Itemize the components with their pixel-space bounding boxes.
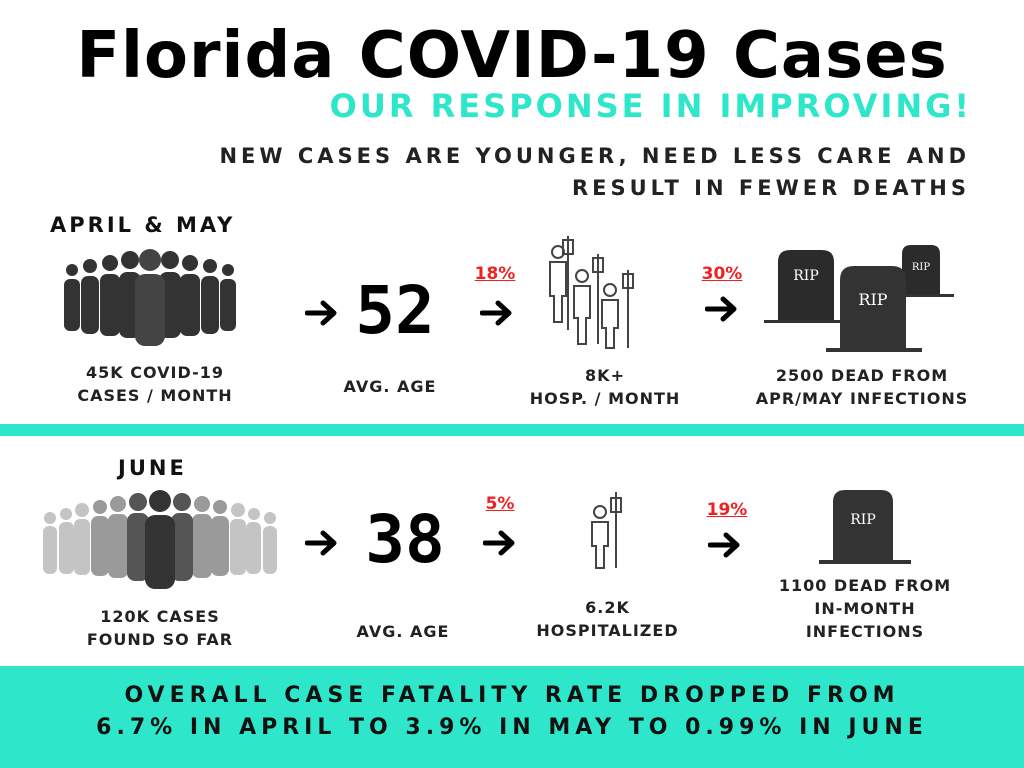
tagline-line-2: RESULT IN FEWER DEATHS bbox=[571, 176, 970, 200]
tagline-line-1: NEW CASES ARE YOUNGER, NEED LESS CARE AN… bbox=[219, 144, 970, 168]
section-label-april-may: APRIL & MAY bbox=[50, 213, 236, 237]
cases-caption-june: 120K CASES FOUND SO FAR bbox=[55, 605, 265, 651]
footer-banner bbox=[0, 666, 1024, 768]
section-divider bbox=[0, 424, 1024, 436]
arrow-right-icon bbox=[480, 300, 512, 326]
rip-text: RIP bbox=[793, 268, 819, 284]
cases-line-2: CASES / MONTH bbox=[77, 386, 233, 405]
cases-line-1: 45K COVID-19 bbox=[86, 363, 224, 382]
death-percent-june: 19% bbox=[706, 500, 748, 520]
arrow-right-icon bbox=[705, 296, 737, 322]
deaths-line-3: INFECTIONS bbox=[805, 622, 925, 641]
hosp-caption-june: 6.2K HOSPITALIZED bbox=[525, 596, 690, 642]
page-title: Florida COVID-19 Cases bbox=[76, 19, 948, 93]
tagline: NEW CASES ARE YOUNGER, NEED LESS CARE AN… bbox=[130, 140, 970, 204]
arrow-right-icon bbox=[305, 530, 337, 556]
page-subtitle: OUR RESPONSE IN IMPROVING! bbox=[329, 87, 972, 125]
rip-text: RIP bbox=[850, 512, 876, 528]
deaths-line-2: APR/MAY INFECTIONS bbox=[755, 389, 969, 408]
avg-age-label-april-may: AVG. AGE bbox=[343, 377, 437, 396]
deaths-line-2: IN-MONTH bbox=[814, 599, 916, 618]
hospital-patient-icon bbox=[591, 492, 622, 569]
arrow-right-icon bbox=[305, 300, 337, 326]
deaths-caption-june: 1100 DEAD FROM IN-MONTH INFECTIONS bbox=[765, 574, 965, 643]
death-percent-april-may: 30% bbox=[701, 264, 743, 284]
tombstone-icon-june: RIP bbox=[819, 490, 911, 564]
avg-age-june: 38 bbox=[365, 501, 445, 578]
deaths-line-1: 2500 DEAD FROM bbox=[775, 366, 949, 385]
cases-line-1: 120K CASES bbox=[100, 607, 220, 626]
rip-text: RIP bbox=[912, 262, 930, 273]
footer-line-2: 6.7% IN APRIL TO 3.9% IN MAY TO 0.99% IN… bbox=[96, 715, 928, 740]
hosp-caption-april-may: 8K+ HOSP. / MONTH bbox=[520, 364, 690, 410]
hosp-percent-april-may: 18% bbox=[474, 264, 516, 284]
hospital-patients-icon bbox=[549, 236, 634, 349]
avg-age-april-may: 52 bbox=[355, 272, 435, 349]
cases-caption-april-may: 45K COVID-19 CASES / MONTH bbox=[55, 361, 255, 407]
cases-line-2: FOUND SO FAR bbox=[86, 630, 234, 649]
footer-line-1: OVERALL CASE FATALITY RATE DROPPED FROM bbox=[124, 683, 900, 708]
hosp-line-2: HOSPITALIZED bbox=[536, 621, 679, 640]
rip-text: RIP bbox=[858, 290, 887, 309]
hosp-percent-june: 5% bbox=[485, 494, 515, 514]
section-label-june: JUNE bbox=[118, 456, 187, 480]
hosp-line-1: 8K+ bbox=[585, 366, 625, 385]
crowd-icon-april-may bbox=[64, 249, 236, 346]
deaths-caption-april-may: 2500 DEAD FROM APR/MAY INFECTIONS bbox=[752, 364, 972, 410]
deaths-line-1: 1100 DEAD FROM bbox=[778, 576, 952, 595]
tombstones-icon-april-may: RIP RIP RIP bbox=[764, 245, 954, 352]
avg-age-label-june: AVG. AGE bbox=[356, 622, 450, 641]
hosp-line-2: HOSP. / MONTH bbox=[529, 389, 681, 408]
hosp-line-1: 6.2K bbox=[585, 598, 630, 617]
crowd-icon-june bbox=[43, 490, 277, 589]
arrow-right-icon bbox=[483, 530, 515, 556]
arrow-right-icon bbox=[708, 532, 740, 558]
